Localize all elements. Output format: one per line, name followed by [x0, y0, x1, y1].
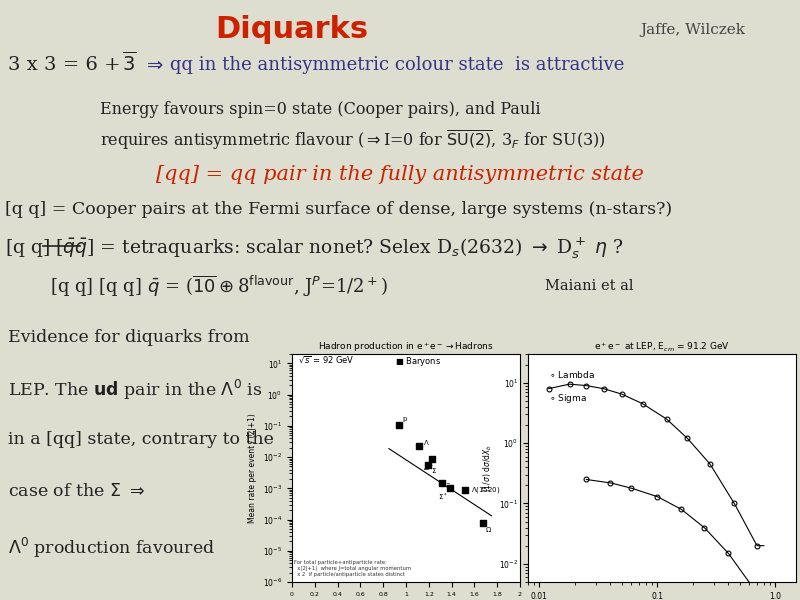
Point	[476, 518, 489, 527]
Text: Maiani et al: Maiani et al	[545, 279, 634, 293]
Text: $\Delta^+$: $\Delta^+$	[423, 463, 434, 473]
Title: Hadron production in e$^+$e$^-$$\rightarrow$Hadrons: Hadron production in e$^+$e$^-$$\rightar…	[318, 340, 494, 354]
Text: $\Xi$: $\Xi$	[446, 481, 451, 490]
Text: $\Lambda$(1520): $\Lambda$(1520)	[471, 485, 501, 495]
Text: [q q] = Cooper pairs at the Fermi surface of dense, large systems (n-stars?): [q q] = Cooper pairs at the Fermi surfac…	[5, 202, 672, 218]
Text: Energy favours spin=0 state (Cooper pairs), and Pauli: Energy favours spin=0 state (Cooper pair…	[100, 101, 541, 118]
Y-axis label: (1/$\sigma$) d$\sigma$/d$X_b$: (1/$\sigma$) d$\sigma$/d$X_b$	[481, 444, 494, 492]
Text: p: p	[402, 416, 406, 422]
Title: e$^+$e$^-$ at LEP, E$_{cm}$ = 91.2 GeV: e$^+$e$^-$ at LEP, E$_{cm}$ = 91.2 GeV	[594, 341, 730, 354]
Text: $\overline{3}$: $\overline{3}$	[122, 51, 137, 75]
Y-axis label: Mean rate per event / (2J+1): Mean rate per event / (2J+1)	[248, 413, 258, 523]
Text: $\Sigma$: $\Sigma$	[431, 466, 438, 475]
Text: $\circ$ Sigma: $\circ$ Sigma	[549, 392, 586, 405]
Text: $\blacksquare$ Baryons: $\blacksquare$ Baryons	[394, 355, 441, 368]
Text: $\sqrt{s}$ = 92 GeV: $\sqrt{s}$ = 92 GeV	[298, 355, 354, 367]
Text: requires antisymmetric flavour ($\Rightarrow$I=0 for $\overline{\mathrm{SU(2)}}$: requires antisymmetric flavour ($\Righta…	[100, 128, 606, 152]
Text: For total particle+antiparticle rate:
  x(2J+1)  where J=total angular momentum
: For total particle+antiparticle rate: x(…	[294, 560, 411, 577]
Text: Evidence for diquarks from: Evidence for diquarks from	[8, 329, 250, 346]
Text: [qq] = qq pair in the fully antisymmetric state: [qq] = qq pair in the fully antisymmetri…	[156, 166, 644, 185]
Text: $\Sigma^*$: $\Sigma^*$	[438, 492, 448, 503]
Point	[422, 460, 434, 470]
Point	[443, 484, 456, 493]
Text: in a [qq] state, contrary to the: in a [qq] state, contrary to the	[8, 431, 274, 449]
Point	[413, 442, 426, 451]
Point	[393, 420, 406, 430]
Text: qq in the antisymmetric colour state  is attractive: qq in the antisymmetric colour state is …	[170, 56, 624, 74]
Text: [q q] [q q] $\bar{q}$ = ($\overline{10}\oplus$8$^{\rm flavour}$, J$^P$=1/2$^+$): [q q] [q q] $\bar{q}$ = ($\overline{10}\…	[50, 273, 388, 299]
Text: 3 x 3 = 6 +: 3 x 3 = 6 +	[8, 56, 121, 74]
Text: Diquarks: Diquarks	[215, 16, 369, 44]
Text: $\Lambda^0$ production favoured: $\Lambda^0$ production favoured	[8, 536, 215, 560]
Text: $\circ$ Lambda: $\circ$ Lambda	[549, 369, 594, 380]
Text: case of the $\Sigma$ $\Rightarrow$: case of the $\Sigma$ $\Rightarrow$	[8, 484, 145, 500]
Point	[435, 478, 448, 488]
Point	[426, 454, 439, 463]
Point	[459, 485, 472, 494]
Text: LEP. The $\mathbf{ud}$ pair in the $\Lambda^0$ is: LEP. The $\mathbf{ud}$ pair in the $\Lam…	[8, 378, 262, 402]
Text: Jaffe, Wilczek: Jaffe, Wilczek	[640, 23, 745, 37]
Text: $\Lambda$: $\Lambda$	[422, 439, 430, 448]
Text: $\Rightarrow$: $\Rightarrow$	[143, 56, 164, 74]
Text: $\Omega$: $\Omega$	[485, 525, 492, 534]
Text: [q q] [$\bar{q}\bar{q}$] = tetraquarks: scalar nonet? Selex D$_s$(2632) $\righta: [q q] [$\bar{q}\bar{q}$] = tetraquarks: …	[5, 235, 623, 261]
